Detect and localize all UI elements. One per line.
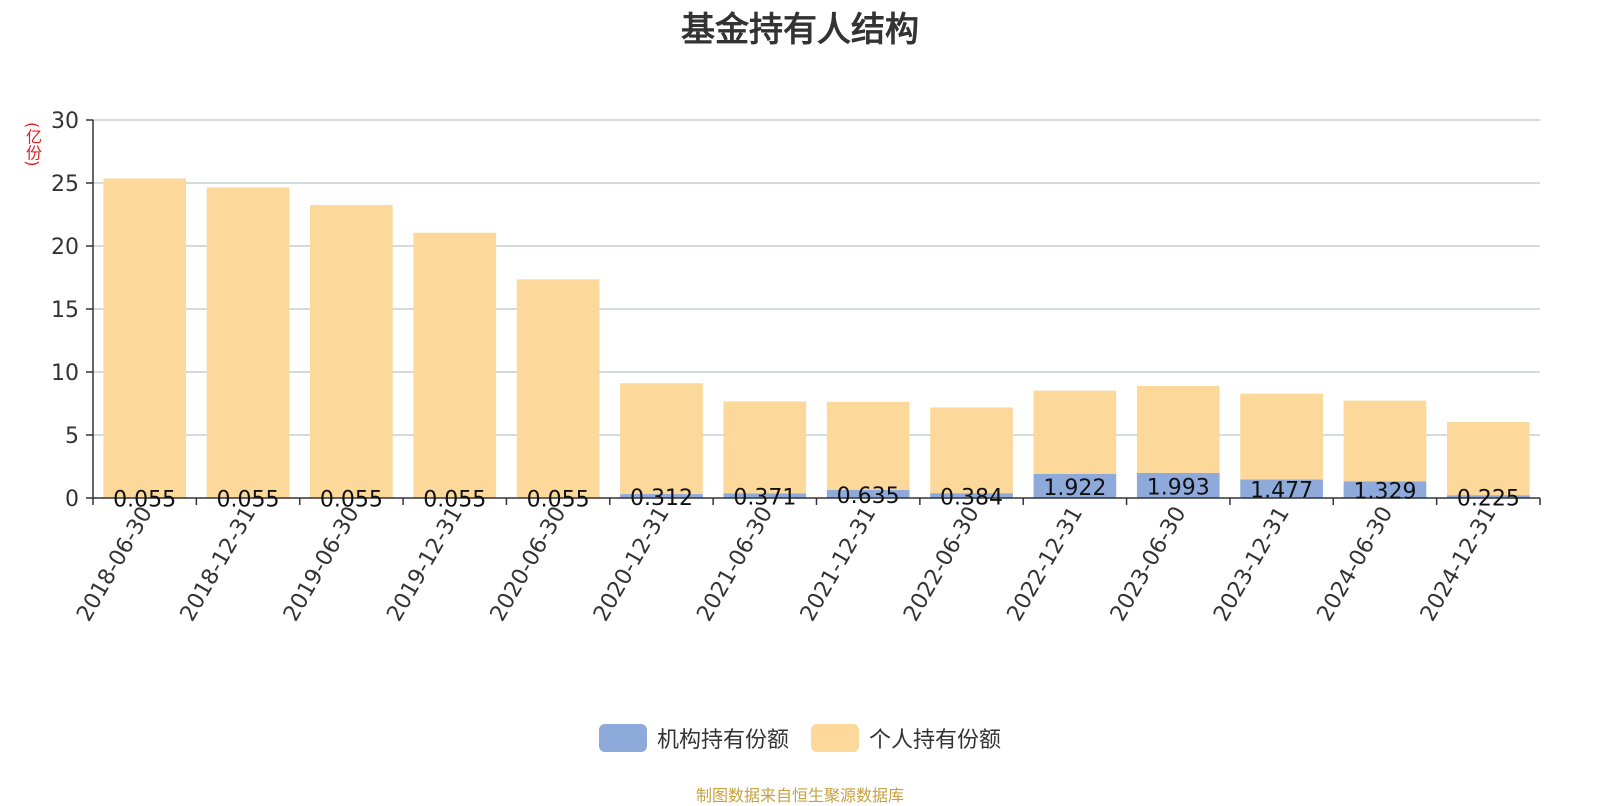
bar-individual xyxy=(826,401,910,490)
data-label-institution: 1.993 xyxy=(1147,475,1210,500)
y-unit-label: (亿份) xyxy=(23,122,42,167)
data-label-institution: 0.225 xyxy=(1457,487,1520,512)
data-label-institution: 0.312 xyxy=(630,486,693,511)
x-tick-label: 2024-12-31 xyxy=(1416,503,1502,626)
bar-chart: 0 5 10 15 20 25 30 2018-06-30 2018-12-31 2019-06-… xyxy=(51,109,1541,626)
bar-institution xyxy=(930,493,1013,498)
x-tick-label: 2018-06-30 xyxy=(72,503,158,626)
x-tick-label: 2023-06-30 xyxy=(1106,503,1192,626)
y-tick-label: 20 xyxy=(51,235,79,260)
bar-institution xyxy=(723,493,807,498)
footer-note: 制图数据来自恒生聚源数据库 xyxy=(695,786,904,805)
y-tick-label: 0 xyxy=(65,487,79,512)
x-tick-label: 2023-12-31 xyxy=(1209,503,1295,626)
legend-swatch-institution xyxy=(598,724,647,752)
data-label-institution: 0.055 xyxy=(423,488,486,513)
data-label-institution: 0.055 xyxy=(217,488,280,513)
y-tick-label: 10 xyxy=(51,361,79,386)
y-tick-label: 25 xyxy=(51,172,79,197)
x-tick-label: 2024-06-30 xyxy=(1313,503,1399,626)
chart-title: 基金持有人结构 xyxy=(681,10,919,50)
y-tick-label: 15 xyxy=(51,298,79,323)
data-label-institution: 0.055 xyxy=(527,488,590,513)
y-tick-label: 5 xyxy=(65,424,79,449)
data-label-institution: 0.371 xyxy=(733,486,796,511)
bar-individual xyxy=(1136,385,1220,473)
x-tick-label: 2020-12-31 xyxy=(589,503,675,626)
bar-institution xyxy=(1343,481,1427,498)
bar-individual xyxy=(1446,422,1530,496)
bar-institution xyxy=(1136,472,1220,498)
x-tick-label: 2019-06-30 xyxy=(279,503,365,626)
x-tick-label: 2018-12-31 xyxy=(176,503,262,626)
data-label-institution: 1.477 xyxy=(1250,479,1313,504)
bar-individual xyxy=(1343,400,1427,482)
bar-institution xyxy=(1033,473,1117,498)
x-tick-label: 2021-06-30 xyxy=(692,503,778,626)
bar-individual xyxy=(103,178,187,498)
bar-individual xyxy=(413,232,497,498)
data-label-institution: 0.635 xyxy=(837,484,900,509)
bar-institution xyxy=(1446,495,1530,498)
data-label-institution: 1.329 xyxy=(1353,480,1416,505)
bar-institution xyxy=(826,489,910,498)
bar-individual xyxy=(930,407,1013,494)
x-tick-label: 2022-06-30 xyxy=(899,502,985,625)
data-label-institution: 0.384 xyxy=(940,486,1003,511)
bar-institution xyxy=(1240,479,1323,498)
x-tick-label: 2022-12-31 xyxy=(1003,503,1089,626)
data-label-institution: 0.055 xyxy=(113,488,176,513)
bar-institution xyxy=(620,494,703,498)
y-tick-label: 30 xyxy=(51,109,79,134)
bar-individual xyxy=(206,187,290,498)
data-label-institution: 0.055 xyxy=(320,488,383,513)
legend-item-institution[interactable]: 机构持有份额 xyxy=(598,722,789,754)
bar-individual xyxy=(620,383,703,495)
legend-label-institution: 机构持有份额 xyxy=(656,728,789,753)
x-tick-label: 2019-12-31 xyxy=(382,503,468,626)
legend: 机构持有份额 个人持有份额 xyxy=(0,722,1600,754)
bar-individual xyxy=(723,401,807,494)
bar-individual xyxy=(310,204,393,498)
x-tick-label: 2020-06-30 xyxy=(486,503,572,626)
legend-label-individual: 个人持有份额 xyxy=(869,728,1002,753)
data-label-institution: 1.922 xyxy=(1043,476,1106,501)
bar-individual xyxy=(516,279,600,498)
legend-item-individual[interactable]: 个人持有份额 xyxy=(811,722,1001,754)
bar-individual xyxy=(1240,393,1323,480)
legend-swatch-individual xyxy=(811,724,859,752)
bar-individual xyxy=(1033,390,1117,474)
x-tick-label: 2021-12-31 xyxy=(796,503,882,626)
